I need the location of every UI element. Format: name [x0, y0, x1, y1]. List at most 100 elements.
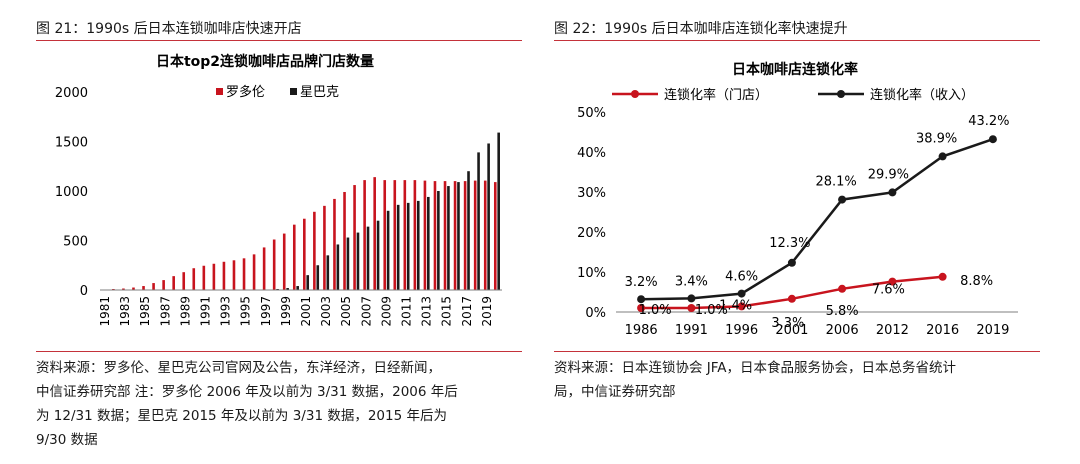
figure-22-bottom-rule [554, 351, 1040, 352]
bar-starbucks-2011 [406, 202, 410, 290]
bar-doutor-2005 [343, 191, 346, 290]
x-tick-label: 1985 [138, 296, 152, 327]
legend-swatch [290, 88, 297, 95]
source-line: 中信证券研究部 注：罗多伦 2006 年及以前为 3/31 数据，2006 年后 [36, 384, 458, 400]
bar-starbucks-2012 [416, 200, 420, 290]
bar-doutor-2013 [423, 180, 427, 290]
data-label-store: 1.0% [695, 303, 728, 318]
x-tick-label: 1996 [725, 323, 758, 338]
y-tick-label: 500 [63, 235, 88, 250]
bar-doutor-1984 [132, 287, 135, 290]
data-label-store: 8.8% [960, 274, 993, 289]
bar-doutor-2001 [303, 218, 306, 290]
bar-doutor-2015 [443, 181, 447, 290]
y-tick-label: 2000 [55, 86, 88, 101]
bar-doutor-1994 [232, 260, 236, 290]
x-tick-label: 2011 [400, 296, 414, 327]
bar-starbucks-2002 [316, 265, 320, 290]
legend-marker [631, 90, 639, 98]
bar-doutor-2020 [493, 182, 497, 290]
x-tick-label: 2012 [876, 323, 909, 338]
x-tick-label: 2001 [299, 296, 313, 327]
x-tick-label: 1991 [199, 296, 213, 327]
bar-doutor-2017 [463, 181, 467, 290]
bar-doutor-2009 [383, 180, 387, 290]
y-tick-label: 0% [585, 306, 606, 321]
bar-doutor-2002 [313, 211, 316, 290]
x-tick-label: 1987 [158, 296, 172, 327]
x-tick-label: 1997 [259, 296, 273, 327]
bar-starbucks-2017 [467, 171, 470, 290]
x-tick-label: 1989 [178, 296, 192, 327]
point-revenue-1986 [637, 295, 646, 304]
point-store-1996 [737, 302, 746, 311]
x-tick-label: 2016 [926, 323, 959, 338]
bar-starbucks-2004 [336, 244, 340, 290]
data-label-store: 3.3% [771, 316, 804, 331]
bar-starbucks-2016 [457, 182, 460, 290]
point-revenue-2001 [787, 258, 796, 267]
figure-21-top-rule [36, 40, 522, 41]
bar-doutor-2019 [483, 180, 487, 290]
figure-22-title: 图 22：1990s 后日本咖啡店连锁化率快速提升 [554, 21, 848, 37]
data-label-revenue: 3.2% [625, 275, 658, 290]
data-label-revenue: 43.2% [968, 114, 1009, 129]
x-tick-label: 1991 [675, 323, 708, 338]
x-tick-label: 2013 [420, 296, 434, 327]
point-revenue-1991 [687, 294, 696, 303]
figure-21-panel: 图 21：1990s 后日本连锁咖啡店快速开店 日本top2连锁咖啡店品牌门店数… [36, 0, 526, 464]
bar-doutor-2007 [363, 180, 366, 290]
y-tick-label: 1000 [55, 185, 88, 200]
store-count-bar-chart: 日本top2连锁咖啡店品牌门店数量 0 500 1000 1500 2000 1981 198… [55, 53, 502, 327]
series-line-revenue [641, 138, 994, 301]
point-store-1986 [637, 304, 646, 312]
point-store-2006 [838, 284, 847, 293]
bar-doutor-2018 [473, 180, 477, 290]
bar-doutor-2016 [453, 181, 457, 290]
legend-label: 连锁化率（门店） [664, 87, 768, 103]
bar-doutor-2011 [403, 180, 407, 290]
bar-starbucks-2014 [437, 191, 440, 290]
data-label-revenue: 4.6% [725, 270, 758, 285]
x-tick-label: 1986 [625, 323, 658, 338]
bar-doutor-1990 [192, 268, 196, 290]
y-tick-label: 40% [577, 146, 606, 161]
legend-label: 星巴克 [300, 85, 339, 100]
legend-swatch [216, 88, 223, 95]
data-label-revenue: 38.9% [916, 131, 957, 146]
point-store-2012 [888, 277, 897, 286]
bar-starbucks-2010 [396, 204, 400, 290]
chart-title: 日本top2连锁咖啡店品牌门店数量 [156, 53, 374, 70]
x-tick-label: 2005 [339, 296, 353, 327]
bar-starbucks-2000 [296, 286, 299, 290]
bar-doutor-1998 [272, 239, 276, 290]
bar-starbucks-2007 [366, 226, 370, 290]
data-label-revenue: 12.3% [769, 236, 810, 251]
bar-starbucks-2005 [346, 237, 350, 290]
y-tick-label: 50% [577, 106, 606, 121]
bar-doutor-2004 [333, 198, 336, 290]
point-revenue-2019 [988, 135, 997, 144]
bar-starbucks-2008 [376, 220, 380, 290]
bar-doutor-1987 [162, 280, 165, 290]
figure-21-bottom-rule [36, 351, 522, 352]
data-label-store: 5.8% [826, 304, 859, 319]
source-line: 9/30 数据 [36, 432, 98, 448]
x-tick-label: 1999 [279, 296, 293, 327]
data-label-store: 1.4% [719, 298, 752, 313]
bar-doutor-1999 [282, 233, 286, 290]
bar-doutor-2003 [323, 205, 326, 290]
x-tick-label: 2019 [480, 296, 494, 327]
bar-starbucks-2019 [487, 143, 490, 290]
bar-starbucks-2003 [326, 255, 330, 290]
source-line: 资料来源：日本连锁协会 JFA，日本食品服务协会，日本总务省统计 [554, 360, 957, 376]
bar-starbucks-2006 [356, 232, 360, 290]
bar-doutor-1995 [242, 258, 246, 290]
bar-starbucks-2013 [427, 196, 430, 290]
data-label-store: 1.0% [639, 303, 672, 318]
x-tick-label: 1995 [239, 296, 253, 327]
bar-doutor-1988 [172, 276, 175, 290]
legend-label: 连锁化率（收入） [870, 87, 974, 103]
bar-doutor-2008 [373, 177, 376, 290]
bar-starbucks-2015 [447, 186, 450, 290]
